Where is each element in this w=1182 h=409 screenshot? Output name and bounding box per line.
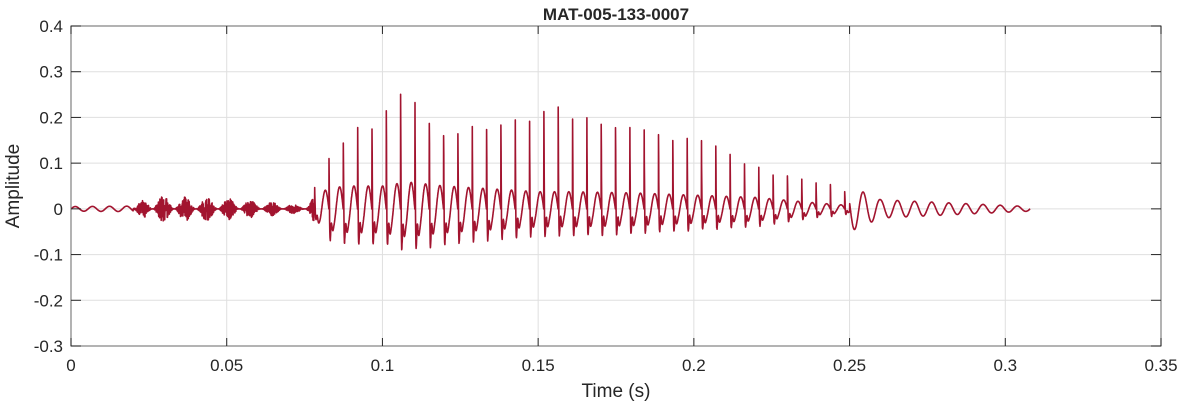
y-tick-label: -0.3 [34,337,63,356]
y-tick-label: 0.1 [39,154,63,173]
y-tick-label: -0.2 [34,291,63,310]
x-tick-label: 0.1 [371,356,395,375]
x-tick-label: 0.35 [1144,356,1177,375]
y-tick-label: -0.1 [34,246,63,265]
axis-ticks: 0 0.05 0.1 0.15 0.2 0.25 0.3 0.35 -0.3 -0.2 -0.1 0 0… [34,17,1178,375]
waveform-line [70,93,1031,251]
x-tick-label: 0.05 [210,356,243,375]
x-tick-label: 0.25 [833,356,866,375]
y-axis-label: Amplitude [3,144,24,229]
y-tick-label: 0.2 [39,108,63,127]
y-tick-label: 0 [54,200,63,219]
x-tick-label: 0 [66,356,75,375]
x-tick-label: 0.15 [522,356,555,375]
axes-box [70,25,1162,347]
chart-title: MAT-005-133-0007 [543,5,689,24]
x-tick-label: 0.2 [682,356,706,375]
y-tick-label: 0.3 [39,63,63,82]
x-axis-label: Time (s) [582,381,651,402]
y-tick-label: 0.4 [39,17,63,36]
x-tick-label: 0.3 [993,356,1017,375]
